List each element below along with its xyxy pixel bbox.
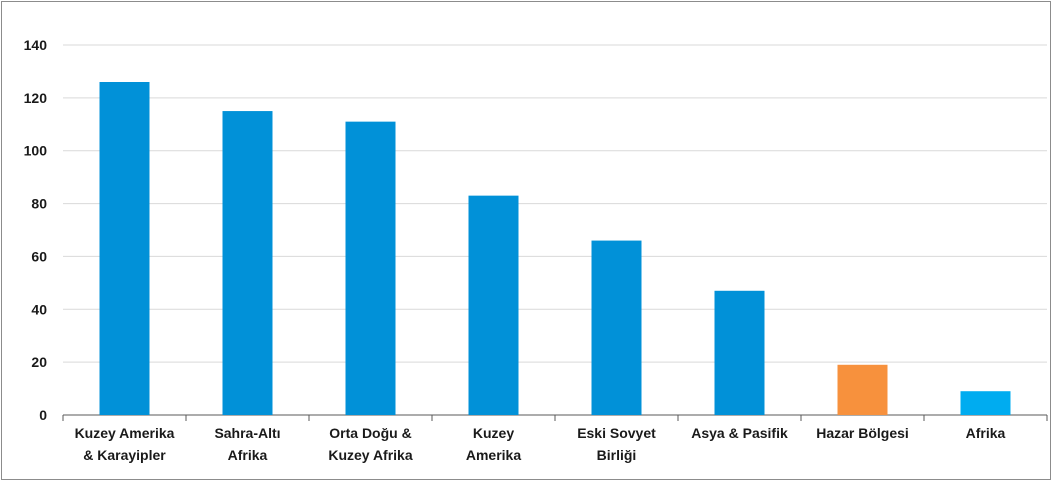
bar	[960, 391, 1011, 415]
bar	[714, 290, 765, 415]
y-tick-label: 60	[31, 248, 47, 264]
y-tick-label: 40	[31, 301, 47, 317]
x-category-label: Asya & Pasifik	[691, 425, 788, 441]
y-tick-label: 0	[39, 407, 47, 423]
bar	[222, 111, 273, 416]
bar	[468, 195, 519, 415]
x-category-label: Kuzey Afrika	[328, 447, 413, 463]
bar	[837, 364, 888, 415]
bar	[591, 240, 642, 415]
y-tick-label: 140	[24, 37, 48, 53]
x-category-label: Orta Doğu &	[329, 425, 411, 441]
bar	[345, 121, 396, 416]
x-category-label: Hazar Bölgesi	[816, 425, 909, 441]
y-tick-label: 20	[31, 354, 47, 370]
y-tick-label: 80	[31, 196, 47, 212]
x-category-label: Afrika	[228, 447, 268, 463]
x-category-label: Birliği	[597, 447, 637, 463]
x-category-label: Kuzey Amerika	[75, 425, 175, 441]
x-category-label: Amerika	[466, 447, 521, 463]
y-tick-label: 100	[24, 143, 48, 159]
x-category-label: Kuzey	[473, 425, 514, 441]
y-tick-label: 120	[24, 90, 48, 106]
x-category-label: Sahra-Altı	[214, 425, 280, 441]
x-category-label: & Karayipler	[83, 447, 166, 463]
bar	[99, 82, 150, 415]
x-category-label: Afrika	[966, 425, 1006, 441]
x-category-label: Eski Sovyet	[577, 425, 656, 441]
